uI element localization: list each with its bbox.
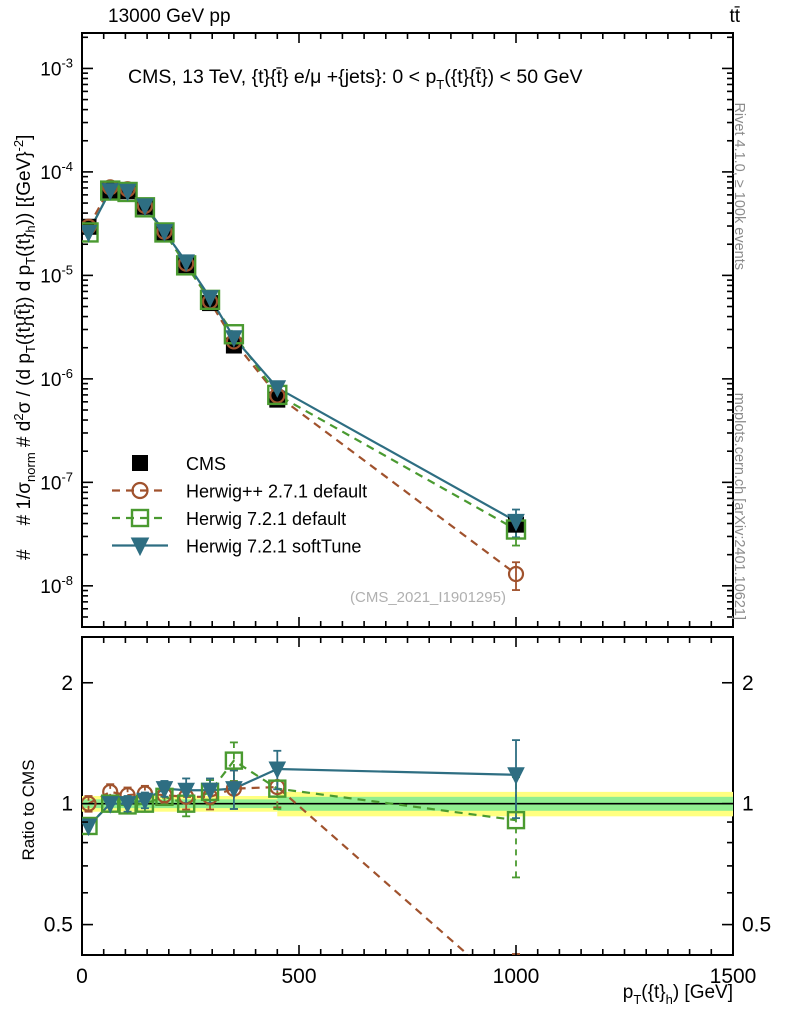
main-y-axis-label-text: # 1/σnorm # d2σ / (d pT({t}{t̄}) d pT({t… — [11, 135, 38, 526]
legend-label: Herwig 7.2.1 default — [186, 509, 346, 529]
data-point-marker — [268, 380, 287, 398]
x-tick-label: 1500 — [710, 965, 757, 988]
data-point-marker — [507, 513, 525, 532]
data-point-marker — [155, 224, 174, 242]
series-line-herwig-7-2-1-default — [87, 189, 517, 531]
ratio-y-tick-label-left: 2 — [61, 672, 73, 695]
ratio-y-tick-label-left: 0.5 — [44, 914, 73, 937]
data-point-marker — [177, 254, 195, 273]
main-series-markers — [82, 179, 527, 583]
main-axis-ticks — [81, 33, 734, 628]
legend-label: Herwig 7.2.1 softTune — [186, 537, 361, 557]
x-axis-label: pT({t}h) [GeV] — [623, 982, 733, 1007]
plot-title: CMS, 13 TeV, {t}{t̄} e/μ +{jets}: 0 < pT… — [128, 66, 582, 92]
main-y-axis-label: # — [14, 549, 35, 560]
main-y-tick-label: 10-5 — [40, 262, 73, 287]
data-point-marker — [101, 183, 120, 201]
data-point-marker — [268, 779, 287, 798]
main-y-tick-label: 10-3 — [40, 55, 73, 80]
data-point-marker — [131, 481, 149, 500]
legend-label: Herwig++ 2.7.1 default — [186, 482, 367, 502]
main-y-tick-labels: 10-3 10-4 10-5 10-6 10-7 10-8 — [40, 55, 73, 597]
legend: CMS Herwig++ 2.7.1 default Herwig 7.2.1 de… — [112, 454, 367, 557]
main-y-tick-label: 10-4 — [40, 159, 73, 184]
data-point-marker — [130, 537, 150, 557]
main-y-axis-label-group: # 1/σnorm # d2σ / (d pT({t}{t̄}) d pT({t… — [11, 135, 38, 526]
ratio-series-markers — [82, 751, 526, 1004]
series-line-herwig-2-7-1-default — [87, 186, 517, 575]
ratio-y-tick-label-right: 1 — [742, 793, 754, 816]
data-point-marker — [82, 818, 98, 837]
data-point-marker — [506, 810, 526, 830]
x-tick-labels: 0 500 1000 1500 — [76, 965, 756, 988]
legend-item-1: Herwig++ 2.7.1 default — [112, 482, 367, 502]
x-tick-label: 1000 — [493, 965, 540, 988]
data-point-marker — [134, 197, 156, 218]
ratio-line-herwig-2-7-1-default — [87, 785, 470, 955]
data-point-marker — [130, 508, 150, 528]
x-tick-label: 500 — [281, 965, 316, 988]
legend-item-3: Herwig 7.2.1 softTune — [112, 537, 361, 557]
data-point-marker — [224, 751, 244, 770]
side-text-bottom: mcplots.cern.ch [arXiv:2401.10621] — [731, 392, 747, 620]
data-point-marker — [132, 455, 148, 471]
data-point-marker — [225, 781, 243, 799]
data-point-marker — [507, 565, 525, 583]
data-point-marker — [82, 795, 97, 812]
ratio-y-axis-label: Ratio to CMS — [19, 759, 38, 860]
legend-label: CMS — [186, 454, 226, 474]
header-right: tt̄ — [729, 6, 740, 27]
x-tick-label: 0 — [76, 965, 88, 988]
legend-item-0: CMS — [132, 454, 226, 474]
data-point-marker — [268, 761, 287, 780]
ratio-y-tick-label-right: 2 — [742, 672, 754, 695]
data-point-marker — [507, 767, 525, 785]
data-point-marker — [101, 796, 120, 814]
data-point-marker — [82, 224, 98, 243]
ratio-y-tick-label-left: 1 — [61, 793, 73, 816]
data-point-marker — [136, 198, 154, 216]
data-point-marker — [177, 782, 195, 801]
data-point-marker — [201, 782, 219, 801]
svg-text:#: # — [14, 549, 35, 560]
main-panel-frame — [81, 32, 734, 628]
main-error-bars — [84, 185, 520, 591]
data-point-marker — [155, 781, 174, 799]
ratio-line-herwig-7-2-1-default — [87, 759, 517, 827]
data-point-marker — [118, 796, 137, 814]
side-text-top: Rivet 4.1.0, ≥ 100k events — [731, 102, 747, 270]
ratio-y-tick-label-right: 0.5 — [742, 914, 771, 937]
ratio-axis-ticks — [81, 637, 734, 955]
data-point-marker — [118, 183, 137, 202]
data-point-marker — [201, 290, 219, 308]
legend-item-2: Herwig 7.2.1 default — [112, 508, 346, 529]
data-point-marker — [509, 990, 523, 1004]
data-point-marker — [136, 792, 154, 811]
main-y-tick-label: 10-7 — [40, 469, 73, 494]
main-y-tick-label: 10-8 — [40, 573, 73, 598]
ratio-y-tick-labels: 2 2 1 1 0.5 0.5 — [44, 672, 771, 937]
main-y-tick-label: 10-6 — [40, 366, 73, 391]
watermark-label: (CMS_2021_I1901295) — [350, 589, 506, 606]
header-left: 13000 GeV pp — [108, 6, 231, 27]
series-line-herwig-7-2-1-softtune — [87, 189, 517, 523]
data-point-marker — [225, 330, 243, 348]
